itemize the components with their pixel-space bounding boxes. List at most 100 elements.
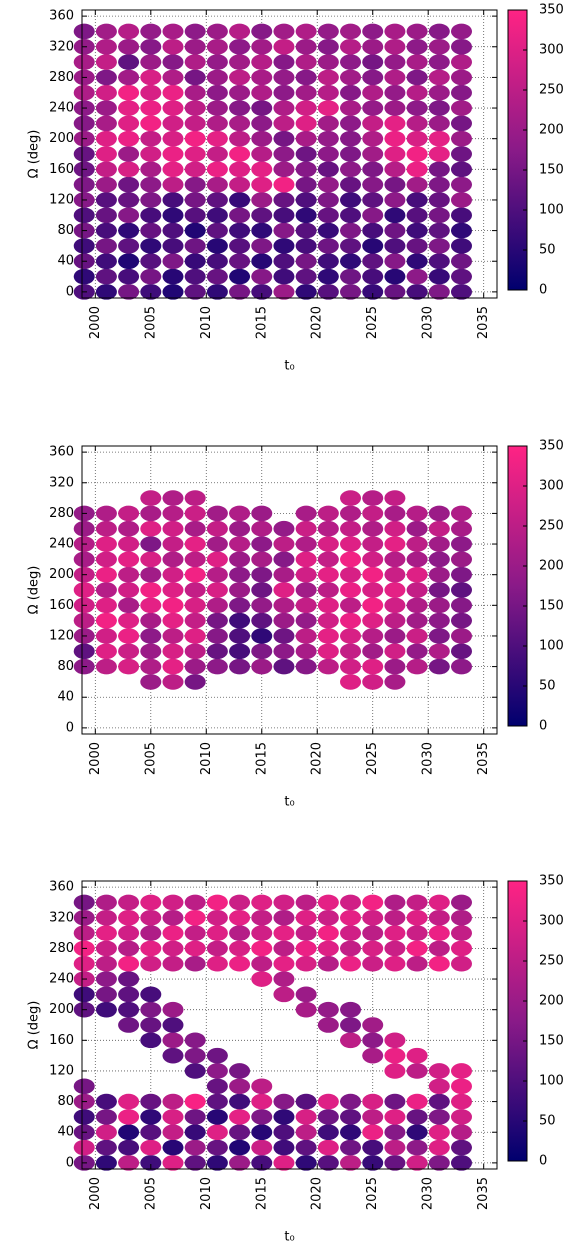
point [251,69,273,86]
point [340,955,362,972]
point [95,551,117,568]
point [340,115,362,132]
point [428,84,450,101]
y-tick-label: 240 [49,537,74,552]
point [384,1093,406,1110]
point [317,1017,339,1033]
point [206,925,228,941]
point [428,582,450,598]
point [273,284,295,300]
point [206,505,228,522]
point [428,268,450,285]
point [317,894,339,911]
point [184,253,206,270]
point [317,536,339,552]
point [162,284,184,300]
point [273,955,295,972]
point [340,894,362,911]
point [184,643,206,660]
point [384,955,406,972]
point [229,628,251,644]
point [340,658,362,675]
x-tick-label: 2025 [365,742,380,775]
point [251,1139,273,1156]
point [428,1124,450,1141]
point [95,643,117,660]
point [362,146,384,162]
plot-frame [81,880,498,1170]
point [273,1093,295,1110]
point [206,658,228,675]
point [251,940,273,957]
point [295,84,317,101]
point [273,940,295,957]
point [362,207,384,224]
point [428,238,450,254]
point [95,894,117,911]
point [317,130,339,147]
colorbar-tick-label: 200 [539,123,564,138]
y-tick-label: 240 [49,101,74,116]
point [184,54,206,70]
point [140,268,162,285]
point [450,146,472,162]
point [184,674,206,690]
point [362,628,384,644]
point [450,612,472,629]
point [362,253,384,270]
point [406,955,428,972]
point [428,628,450,644]
x-tick-label: 2010 [199,306,214,339]
colorbar-tick-label: 0 [539,719,547,734]
colorbar-tick-label: 150 [539,1034,564,1049]
point [251,658,273,675]
point [384,192,406,208]
point [206,146,228,162]
point [295,130,317,147]
point [362,222,384,239]
point [273,1124,295,1141]
point [406,130,428,147]
y-axis-label: Ω (deg) [27,1001,42,1050]
point [95,1124,117,1141]
point [162,597,184,614]
point [362,1139,384,1156]
point [229,1063,251,1079]
point [118,268,140,285]
point [295,658,317,675]
point [184,222,206,239]
point [295,582,317,598]
point [428,54,450,70]
point [406,146,428,162]
point [229,909,251,926]
point [229,253,251,270]
point [406,253,428,270]
point [184,520,206,537]
point [340,612,362,629]
point [295,1109,317,1125]
point [162,505,184,522]
point [184,551,206,568]
point [340,222,362,239]
point [184,505,206,522]
point [184,176,206,193]
point [450,1124,472,1141]
point [118,1109,140,1125]
point [295,1001,317,1018]
point [162,176,184,193]
point [340,23,362,40]
point [362,1124,384,1141]
point [206,551,228,568]
point [362,115,384,132]
point [206,100,228,116]
plot-frame [81,9,498,299]
point [95,38,117,55]
point [384,909,406,926]
point [340,925,362,941]
point [184,69,206,86]
point [384,566,406,583]
point [95,222,117,239]
point [340,1093,362,1110]
point [362,612,384,629]
point [340,597,362,614]
